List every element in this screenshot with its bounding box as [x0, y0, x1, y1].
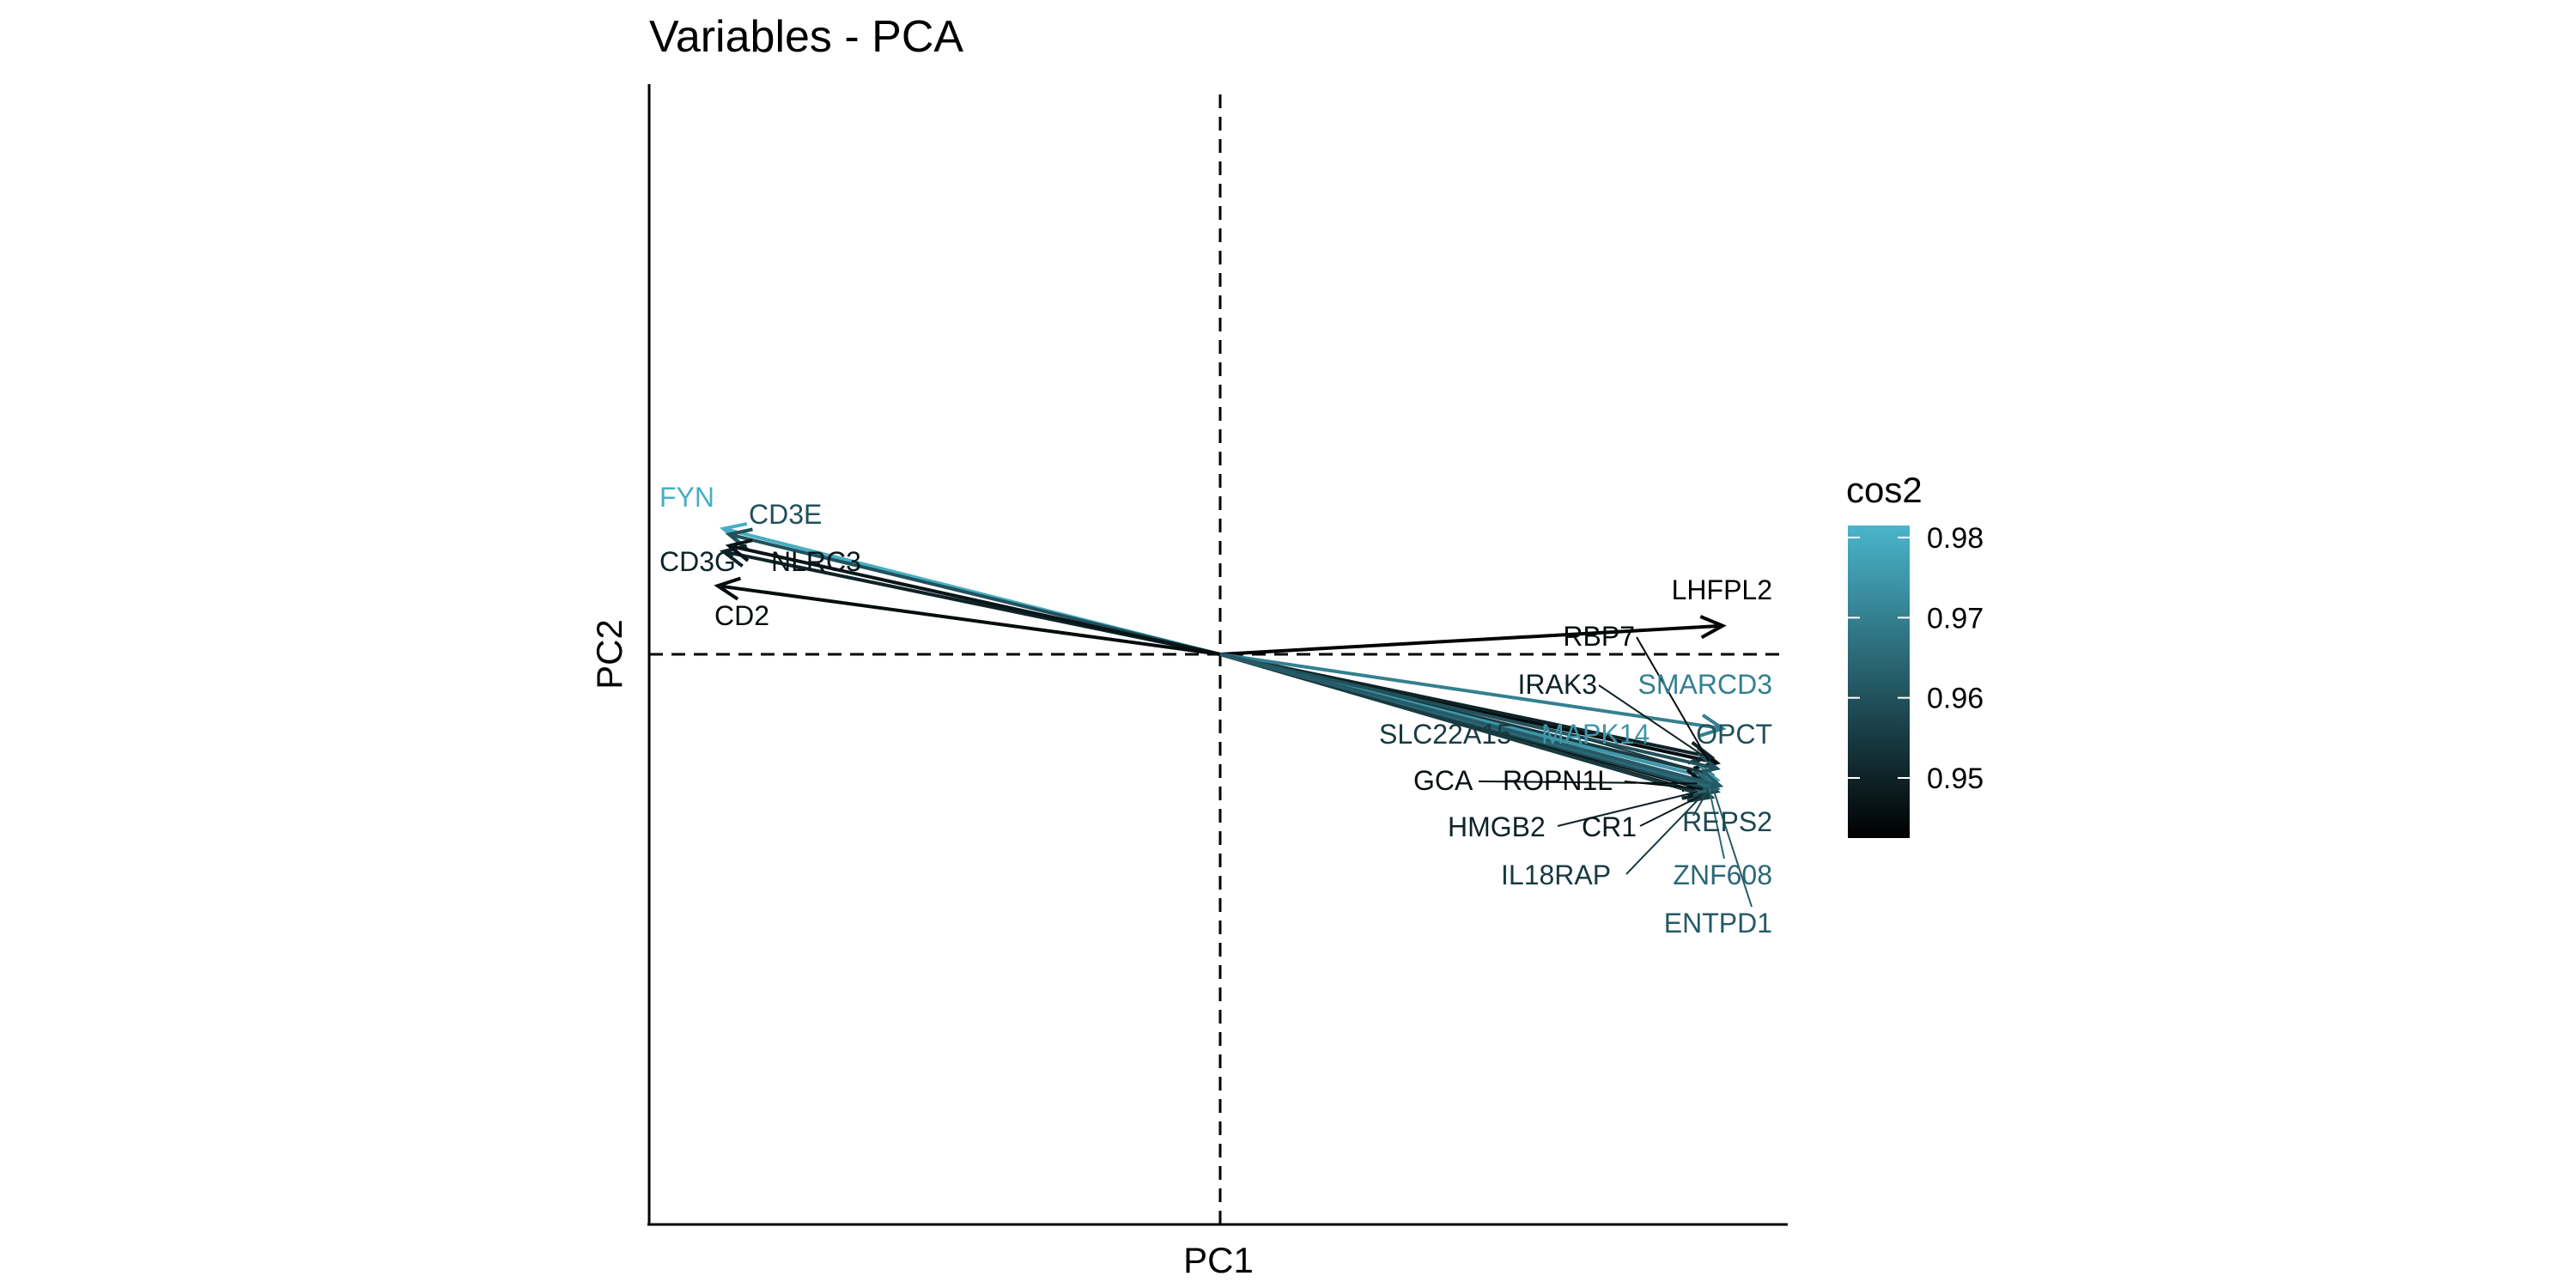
legend-tick-label-0-98: 0.98 — [1927, 522, 1984, 555]
label-cd3g: CD3G — [659, 546, 736, 577]
leader-line-hmgb2 — [1557, 791, 1698, 827]
arrow-shaft-entpd1 — [1219, 653, 1721, 787]
arrow-head-entpd1 — [1696, 769, 1724, 793]
label-znf608: ZNF608 — [1673, 860, 1772, 890]
label-leader-lines — [1478, 636, 1753, 908]
y-axis-title: PC2 — [589, 619, 629, 690]
chart-title: Variables - PCA — [649, 12, 963, 62]
arrow-shaft-lhfpl2 — [1219, 623, 1723, 656]
leader-line-ropn1l — [1624, 781, 1704, 790]
leader-line-cr1 — [1639, 793, 1704, 827]
label-mapk14: MAPK14 — [1541, 719, 1649, 750]
arrow-shaft-nlrc3 — [728, 544, 1221, 656]
label-irak3: IRAK3 — [1518, 669, 1597, 700]
arrow-head-smarcd3 — [1698, 714, 1727, 738]
label-cd3e: CD3E — [749, 499, 822, 530]
arrow-head-nlrc3 — [725, 538, 753, 562]
arrow-head-cd2 — [714, 576, 742, 601]
variable-arrows — [714, 522, 1727, 803]
cos2-legend: cos2 0.95 0.96 0.97 0.98 — [1846, 470, 1984, 838]
arrow-head-lhfpl2 — [1699, 615, 1727, 640]
label-ropn1l: ROPN1L — [1503, 765, 1613, 796]
label-hmgb2: HMGB2 — [1448, 811, 1546, 842]
label-entpd1: ENTPD1 — [1664, 908, 1772, 939]
arrow-cd2 — [714, 576, 1221, 656]
leader-line-slc22a15 — [1571, 734, 1704, 774]
label-il18rap: IL18RAP — [1501, 860, 1611, 890]
arrow-shaft-cd2 — [717, 584, 1221, 656]
label-cr1: CR1 — [1582, 811, 1637, 842]
label-gca: GCA — [1413, 765, 1473, 796]
arrow-lhfpl2 — [1219, 615, 1727, 656]
label-smarcd3: SMARCD3 — [1638, 669, 1772, 700]
arrow-shaft-cd3e — [728, 532, 1221, 656]
label-rbp7: RBP7 — [1563, 621, 1635, 652]
arrow-shaft-smarcd3 — [1219, 653, 1723, 731]
legend-tick-label-0-96: 0.96 — [1927, 683, 1984, 715]
label-nlrc3: NLRC3 — [771, 546, 861, 577]
legend-ticks: 0.95 0.96 0.97 0.98 — [1848, 522, 1984, 795]
leader-line-il18rap — [1625, 793, 1704, 875]
leader-line-reps2 — [1692, 788, 1710, 817]
legend-colorbar — [1848, 526, 1910, 838]
arrow-entpd1 — [1219, 653, 1724, 793]
label-cd2: CD2 — [714, 600, 769, 631]
arrow-shaft-opct — [1219, 653, 1717, 770]
arrow-nlrc3 — [725, 538, 1221, 656]
x-axis-title: PC1 — [1183, 1240, 1254, 1280]
legend-tick-label-0-95: 0.95 — [1927, 762, 1984, 795]
label-slc22a15: SLC22A15 — [1379, 719, 1512, 750]
label-reps2: REPS2 — [1682, 806, 1772, 837]
label-opct: OPCT — [1696, 719, 1772, 750]
leader-line-znf608 — [1707, 786, 1725, 860]
legend-title: cos2 — [1846, 470, 1923, 510]
leader-line-gca — [1478, 781, 1698, 785]
legend-tick-label-0-97: 0.97 — [1927, 602, 1984, 635]
leader-line-entpd1 — [1710, 783, 1753, 908]
leader-line-irak3 — [1598, 684, 1704, 756]
leader-line-rbp7 — [1636, 636, 1710, 762]
arrow-smarcd3 — [1219, 653, 1727, 738]
label-lhfpl2: LHFPL2 — [1672, 574, 1772, 605]
label-fyn: FYN — [659, 482, 714, 513]
arrow-head-znf608 — [1692, 771, 1721, 795]
